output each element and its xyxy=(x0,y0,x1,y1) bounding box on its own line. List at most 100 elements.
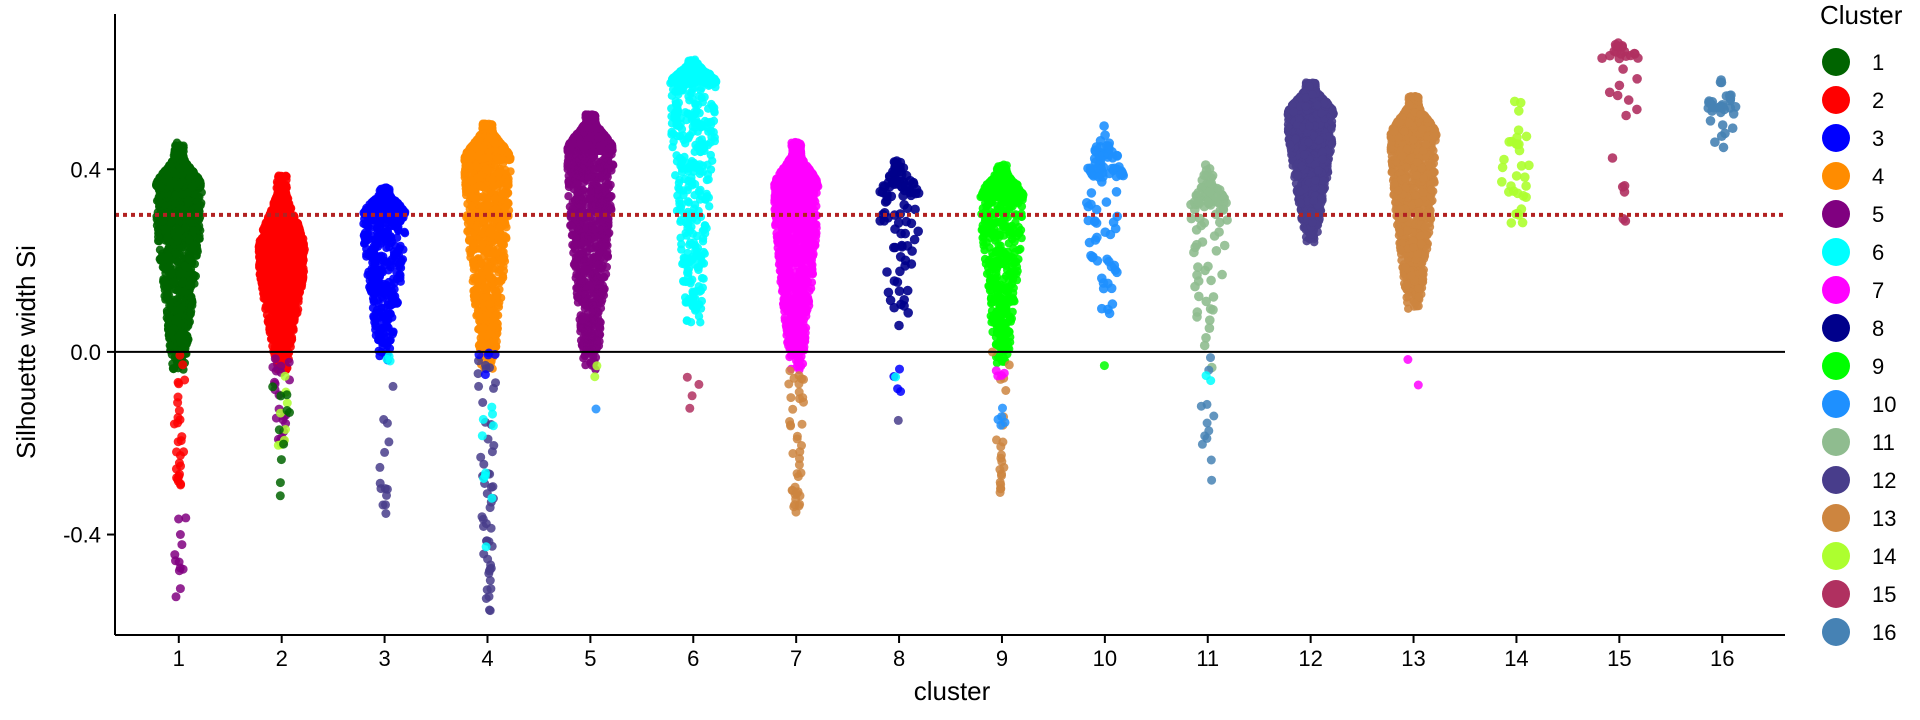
point xyxy=(155,245,165,254)
point xyxy=(270,284,280,293)
point xyxy=(374,252,383,262)
point xyxy=(388,203,397,212)
point xyxy=(384,188,393,197)
point xyxy=(181,223,190,232)
point xyxy=(290,308,299,317)
point xyxy=(280,320,289,329)
point xyxy=(185,254,194,264)
point xyxy=(281,336,290,346)
point xyxy=(260,241,269,250)
point xyxy=(299,239,308,248)
point xyxy=(188,301,197,310)
point xyxy=(389,327,398,336)
point xyxy=(281,298,291,307)
point xyxy=(172,224,181,233)
point xyxy=(371,321,380,331)
point xyxy=(276,183,285,193)
point xyxy=(377,229,386,238)
point xyxy=(273,305,282,315)
point xyxy=(374,335,383,345)
cluster-4-points xyxy=(460,119,515,373)
point xyxy=(360,239,369,248)
point xyxy=(281,327,290,337)
point xyxy=(371,273,381,283)
point xyxy=(171,315,180,324)
point xyxy=(375,351,384,361)
point xyxy=(177,303,186,313)
point xyxy=(160,285,170,295)
point xyxy=(382,281,392,291)
point xyxy=(160,277,169,286)
points-layer xyxy=(152,38,1741,616)
point xyxy=(164,171,173,180)
point xyxy=(256,274,266,283)
point xyxy=(370,290,379,299)
point xyxy=(187,293,196,302)
point xyxy=(185,235,194,244)
point xyxy=(163,233,172,242)
point xyxy=(386,238,396,248)
point xyxy=(266,251,275,260)
point xyxy=(154,192,163,202)
point xyxy=(170,199,180,208)
point xyxy=(392,298,401,307)
point xyxy=(163,251,173,261)
point xyxy=(472,311,481,320)
point xyxy=(382,316,391,325)
point xyxy=(279,201,288,210)
point xyxy=(165,341,174,350)
point xyxy=(264,303,274,312)
point xyxy=(386,263,395,272)
point xyxy=(392,248,401,257)
point xyxy=(195,192,204,202)
point xyxy=(158,217,168,226)
point xyxy=(188,244,198,253)
point xyxy=(174,180,184,189)
point xyxy=(282,175,291,185)
point xyxy=(178,277,188,287)
point xyxy=(284,235,293,245)
point xyxy=(377,267,386,276)
point xyxy=(178,190,187,199)
point xyxy=(179,147,188,156)
point xyxy=(264,232,274,242)
point xyxy=(169,277,178,286)
point xyxy=(366,281,375,290)
point xyxy=(154,232,163,242)
cluster-2-points xyxy=(254,171,309,375)
point xyxy=(171,141,180,150)
point xyxy=(275,272,284,282)
point xyxy=(297,248,306,257)
point xyxy=(168,359,177,368)
point xyxy=(175,250,185,260)
point xyxy=(366,252,376,261)
point xyxy=(272,335,282,344)
point xyxy=(167,217,176,226)
point xyxy=(259,226,268,235)
point xyxy=(369,264,378,273)
point xyxy=(156,182,166,192)
point xyxy=(289,288,298,297)
point xyxy=(375,308,384,317)
cluster-1-points xyxy=(152,138,206,374)
point xyxy=(395,262,404,272)
point xyxy=(360,231,369,240)
point xyxy=(195,177,204,186)
point xyxy=(286,270,295,279)
point xyxy=(178,287,188,297)
cluster-3-points xyxy=(359,183,410,365)
point xyxy=(276,258,285,267)
point xyxy=(382,290,391,300)
point xyxy=(167,269,176,279)
point xyxy=(179,269,188,279)
point xyxy=(396,217,405,226)
point xyxy=(288,244,297,253)
point xyxy=(298,274,307,284)
point xyxy=(274,235,283,244)
point xyxy=(363,221,372,231)
point xyxy=(284,226,293,235)
point xyxy=(177,328,186,337)
point xyxy=(183,166,193,176)
point xyxy=(506,167,515,176)
